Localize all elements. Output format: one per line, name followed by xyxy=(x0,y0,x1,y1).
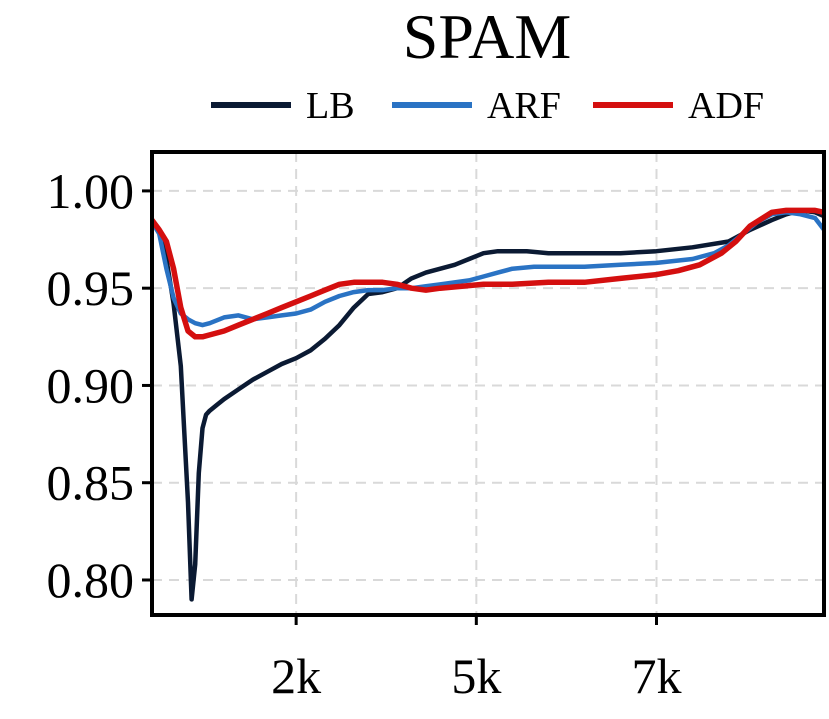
plot-frame xyxy=(150,150,826,617)
axis-ticks: 0.80 0.85 0.90 0.95 1.00 2k 5k 7k xyxy=(47,163,682,704)
y-tick-label: 0.85 xyxy=(47,455,135,511)
series-line-arf xyxy=(152,210,824,328)
legend-label-arf: ARF xyxy=(487,85,561,127)
y-tick-label: 0.95 xyxy=(47,260,135,316)
y-tick-label: 0.90 xyxy=(47,357,135,413)
series-line-adf xyxy=(152,207,824,340)
y-tick-label: 0.80 xyxy=(47,552,135,608)
legend-label-adf: ADF xyxy=(688,85,764,127)
grid xyxy=(152,152,824,615)
x-tick-label: 2k xyxy=(271,648,321,704)
x-tick-label: 5k xyxy=(451,648,501,704)
legend-label-lb: LB xyxy=(306,85,355,127)
x-tick-label: 7k xyxy=(632,648,682,704)
y-tick-label: 1.00 xyxy=(47,163,135,219)
legend: LB ARF ADF xyxy=(211,85,764,127)
series-line-lb xyxy=(152,208,824,602)
chart-title: SPAM xyxy=(403,1,571,72)
series-layer xyxy=(152,207,824,602)
